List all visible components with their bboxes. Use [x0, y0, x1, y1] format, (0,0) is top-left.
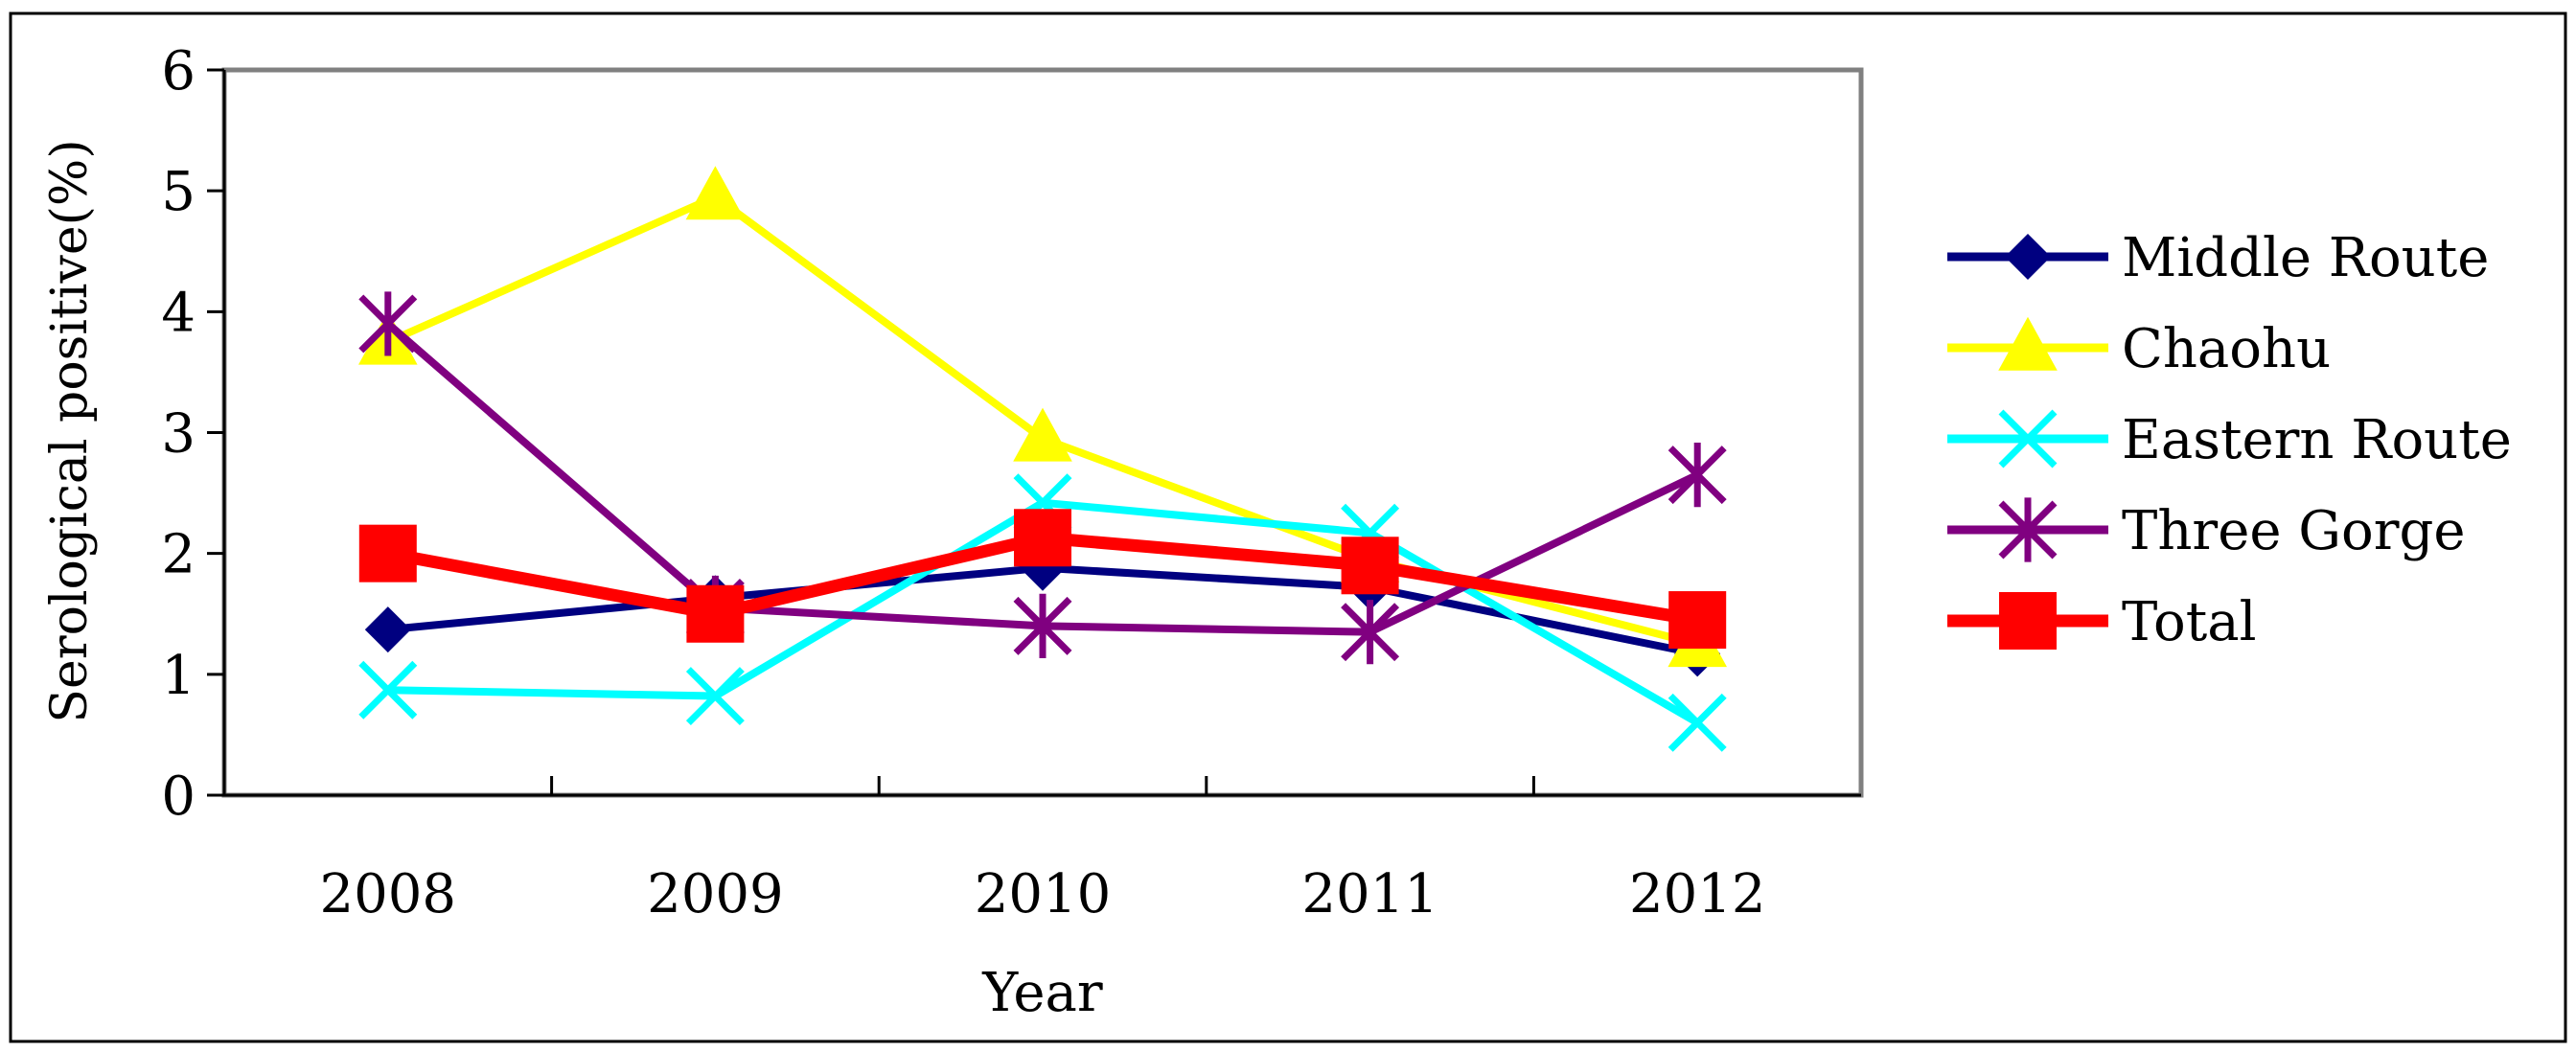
legend: Middle Route Chaohu Eastern Route Three Gor… — [1947, 227, 2512, 653]
series-layer — [358, 166, 1727, 752]
y-tick-label: 4 — [161, 282, 196, 344]
legend-marker — [1999, 592, 2057, 650]
y-tick-label: 2 — [161, 524, 196, 586]
data-point — [1668, 693, 1727, 752]
legend-entry: Three Gorge — [1947, 497, 2465, 562]
y-tick-label: 3 — [161, 403, 196, 466]
y-tick-label: 0 — [161, 765, 196, 828]
legend-label: Total — [2122, 591, 2257, 653]
legend-marker — [1998, 409, 2058, 468]
x-axis-ticks: 2008 2009 2010 2011 2012 — [320, 776, 1766, 925]
y-tick-label: 6 — [161, 40, 196, 103]
y-tick-label: 1 — [161, 645, 196, 707]
x-tick-label: 2011 — [1301, 863, 1438, 925]
y-tick-label: 5 — [161, 161, 196, 223]
data-point — [685, 166, 746, 220]
legend-entry: Chaohu — [1947, 316, 2331, 380]
data-point — [1668, 443, 1727, 508]
legend-label: Chaohu — [2122, 318, 2331, 380]
x-tick-label: 2008 — [320, 863, 457, 925]
x-tick-label: 2012 — [1629, 863, 1766, 925]
data-point — [364, 606, 411, 653]
y-axis-title: Serological positive(%) — [41, 139, 99, 722]
x-axis-title: Year — [981, 962, 1103, 1024]
legend-label: Three Gorge — [2122, 500, 2465, 562]
legend-marker — [1998, 497, 2058, 562]
data-point — [358, 291, 418, 356]
x-tick-label: 2010 — [975, 863, 1112, 925]
data-point — [686, 584, 745, 643]
legend-entry: Middle Route — [1947, 227, 2489, 289]
data-point — [685, 667, 745, 726]
x-tick-label: 2009 — [647, 863, 784, 925]
legend-marker — [1998, 316, 2058, 371]
legend-label: Eastern Route — [2122, 409, 2512, 471]
y-axis-ticks: 0 1 2 3 4 5 6 — [161, 40, 224, 828]
data-point — [1668, 591, 1727, 650]
series-total — [358, 509, 1727, 650]
data-point — [1013, 593, 1072, 658]
data-point — [1341, 600, 1400, 665]
data-point — [1013, 407, 1072, 462]
legend-entry: Total — [1947, 591, 2257, 653]
data-point — [1014, 509, 1071, 567]
legend-marker — [2005, 234, 2051, 280]
data-point — [1341, 537, 1399, 595]
data-point — [358, 524, 417, 583]
data-point — [358, 660, 418, 720]
legend-label: Middle Route — [2122, 227, 2489, 289]
legend-entry: Eastern Route — [1947, 409, 2512, 471]
